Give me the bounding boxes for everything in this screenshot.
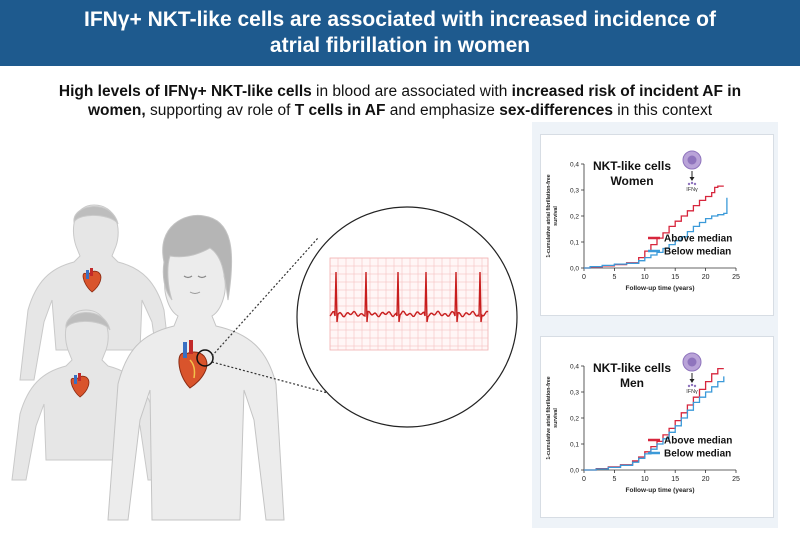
heart-icon bbox=[82, 268, 102, 293]
summary-text-3: and emphasize bbox=[385, 102, 500, 119]
y-tick-label: 0,3 bbox=[570, 390, 579, 397]
arrow-head bbox=[689, 177, 695, 181]
zoom-origin-ring bbox=[196, 349, 214, 367]
ifng-label: IFNγ bbox=[686, 187, 698, 193]
cytokine-dot bbox=[687, 384, 691, 388]
cytokine-dot bbox=[690, 383, 694, 387]
series-line-below-median bbox=[584, 376, 725, 471]
x-tick-label: 20 bbox=[702, 274, 710, 281]
men-chart: 0 5 10 15 20 25 0,0 0,1 0,2 0,3 0,4 Follow-up time … bbox=[546, 352, 740, 494]
x-tick-label: 25 bbox=[732, 476, 740, 483]
summary-text: High levels of IFNγ+ NKT-like cells in b… bbox=[30, 82, 770, 120]
x-tick-label: 10 bbox=[641, 274, 649, 281]
x-tick-label: 20 bbox=[702, 476, 710, 483]
banner-title: IFNγ+ NKT-like cells are associated with… bbox=[84, 8, 716, 57]
legend-label: Above median bbox=[664, 234, 732, 245]
chart-title: NKT-like cells bbox=[593, 159, 671, 173]
women-chart: 0 5 10 15 20 25 0,0 0,1 0,2 0,3 0,4 Follow-up time … bbox=[546, 150, 740, 292]
y-tick-label: 0,1 bbox=[570, 442, 579, 449]
cytokine-dot bbox=[687, 182, 691, 186]
x-tick-label: 5 bbox=[612, 476, 616, 483]
y-axis-label: 1-cumulative atrial fibrillation-free bbox=[546, 174, 552, 257]
arrow-head bbox=[689, 379, 695, 383]
y-tick-label: 0,1 bbox=[570, 240, 579, 247]
y-tick-label: 0,3 bbox=[570, 188, 579, 195]
zoom-line-top bbox=[211, 237, 319, 357]
x-tick-label: 10 bbox=[641, 476, 649, 483]
summary-text-1: in blood are associated with bbox=[311, 83, 512, 100]
x-axis-label: Follow-up time (years) bbox=[626, 487, 695, 494]
series-line-below-median bbox=[584, 197, 728, 269]
summary-bold-3: T cells in AF bbox=[294, 102, 386, 119]
ecg-trace bbox=[329, 271, 489, 323]
legend-label: Below median bbox=[664, 449, 731, 460]
y-axis-label: 1-cumulative atrial fibrillation-free bbox=[546, 376, 552, 459]
zoom-line-bottom bbox=[211, 361, 355, 401]
y-tick-label: 0,0 bbox=[570, 468, 579, 475]
x-tick-label: 25 bbox=[732, 274, 740, 281]
y-tick-label: 0,2 bbox=[570, 214, 579, 221]
summary-text-4: in this context bbox=[612, 102, 713, 119]
women-chart-card bbox=[540, 134, 774, 316]
heart-icon bbox=[178, 340, 208, 389]
chart-title: Women bbox=[610, 174, 653, 188]
nkt-cell-icon bbox=[682, 352, 702, 372]
legend-label: Below median bbox=[664, 247, 731, 258]
y-tick-label: 0,0 bbox=[570, 266, 579, 273]
x-tick-label: 0 bbox=[582, 274, 586, 281]
cytokine-dot bbox=[693, 182, 697, 186]
ifng-label: IFNγ bbox=[686, 389, 698, 395]
summary-bold-1: High levels of IFNγ+ NKT-like cells bbox=[58, 83, 312, 100]
summary-bold-4: sex-differences bbox=[499, 102, 613, 119]
title-banner: IFNγ+ NKT-like cells are associated with… bbox=[0, 0, 800, 66]
y-axis-label: survival bbox=[553, 408, 559, 428]
y-tick-label: 0,2 bbox=[570, 416, 579, 423]
cytokine-dot bbox=[690, 181, 694, 185]
x-tick-label: 0 bbox=[582, 476, 586, 483]
summary-bold-2: increased risk of incident AF in women, bbox=[87, 83, 742, 119]
nkt-cell-icon bbox=[682, 150, 702, 170]
ecg-panel bbox=[329, 257, 489, 351]
legend-label: Above median bbox=[664, 436, 732, 447]
chart-title: Men bbox=[620, 376, 644, 390]
ecg-grid bbox=[329, 257, 488, 350]
summary-text-2: supporting av role of bbox=[145, 102, 295, 119]
x-tick-label: 5 bbox=[612, 274, 616, 281]
chart-title: NKT-like cells bbox=[593, 361, 671, 375]
heart-icon bbox=[70, 373, 90, 398]
x-tick-label: 15 bbox=[671, 476, 679, 483]
y-axis-label: survival bbox=[553, 206, 559, 226]
x-axis-label: Follow-up time (years) bbox=[626, 285, 695, 292]
x-tick-label: 15 bbox=[671, 274, 679, 281]
charts-panel bbox=[532, 122, 778, 528]
cytokine-dot bbox=[693, 384, 697, 388]
y-tick-label: 0,4 bbox=[570, 364, 579, 371]
y-tick-label: 0,4 bbox=[570, 162, 579, 169]
men-chart-card bbox=[540, 336, 774, 518]
